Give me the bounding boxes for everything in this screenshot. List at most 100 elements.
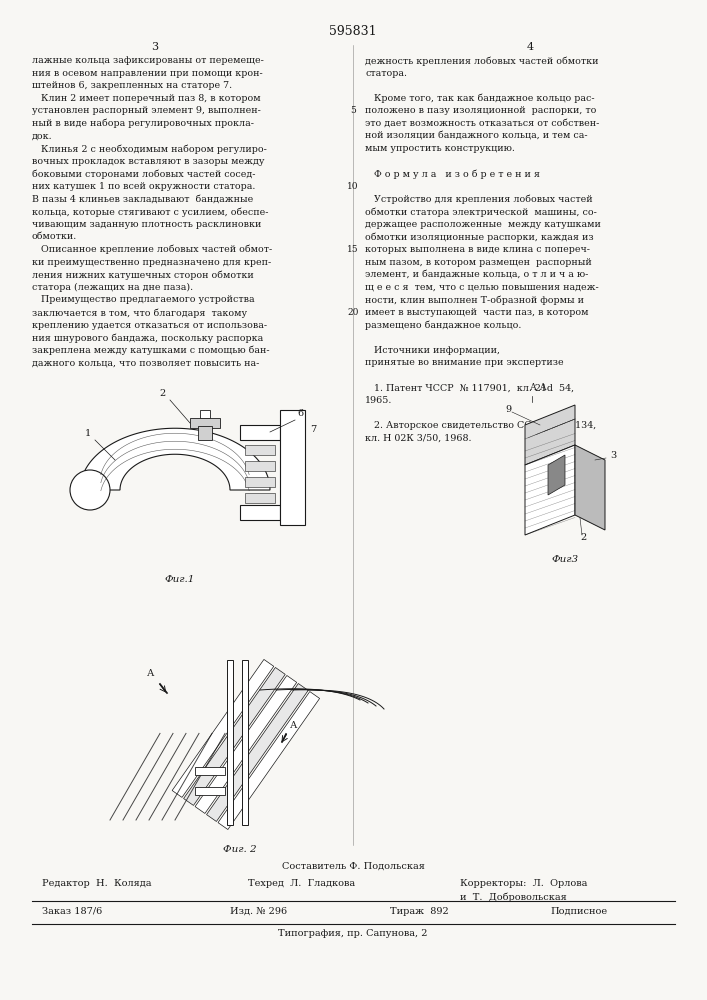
Text: Клин 2 имеет поперечный паз 8, в котором: Клин 2 имеет поперечный паз 8, в котором <box>32 94 261 103</box>
Text: 1965.: 1965. <box>365 396 392 405</box>
Text: 2. Авторское свидетельство СССР №221134,: 2. Авторское свидетельство СССР №221134, <box>365 421 596 430</box>
Bar <box>227 660 233 825</box>
Polygon shape <box>575 445 605 530</box>
Text: 2: 2 <box>580 533 586 542</box>
Text: 10: 10 <box>347 182 358 191</box>
Text: ной изоляции бандажного кольца, и тем са-: ной изоляции бандажного кольца, и тем са… <box>365 132 588 141</box>
Bar <box>190 418 220 428</box>
Text: положено в пазу изоляционной  распорки, то: положено в пазу изоляционной распорки, т… <box>365 106 597 115</box>
Bar <box>245 461 275 471</box>
Text: 2: 2 <box>160 389 166 398</box>
Polygon shape <box>548 455 565 495</box>
Polygon shape <box>80 428 270 490</box>
Polygon shape <box>218 692 320 830</box>
Text: штейнов 6, закрепленных на статоре 7.: штейнов 6, закрепленных на статоре 7. <box>32 81 232 90</box>
Text: Кроме того, так как бандажное кольцо рас-: Кроме того, так как бандажное кольцо рас… <box>365 94 595 103</box>
Text: Заказ 187/6: Заказ 187/6 <box>42 907 103 916</box>
Text: Редактор  Н.  Коляда: Редактор Н. Коляда <box>42 879 151 888</box>
Text: ки преимущественно предназначено для креп-: ки преимущественно предназначено для кре… <box>32 258 271 267</box>
Text: 3: 3 <box>151 42 158 52</box>
Text: принятые во внимание при экспертизе: принятые во внимание при экспертизе <box>365 358 563 367</box>
Text: Устройство для крепления лобовых частей: Устройство для крепления лобовых частей <box>365 195 592 204</box>
Text: держащее расположенные  между катушками: держащее расположенные между катушками <box>365 220 601 229</box>
Bar <box>245 493 275 503</box>
Text: боковыми сторонами лобовых частей сосед-: боковыми сторонами лобовых частей сосед- <box>32 169 255 179</box>
Text: В пазы 4 клиньев закладывают  бандажные: В пазы 4 клиньев закладывают бандажные <box>32 195 253 204</box>
Text: Изд. № 296: Изд. № 296 <box>230 907 287 916</box>
Polygon shape <box>184 667 285 805</box>
Text: лажные кольца зафиксированы от перемеще-: лажные кольца зафиксированы от перемеще- <box>32 56 264 65</box>
Text: креплению удается отказаться от использова-: креплению удается отказаться от использо… <box>32 321 267 330</box>
Text: Тираж  892: Тираж 892 <box>390 907 449 916</box>
Text: 1: 1 <box>85 429 91 438</box>
Polygon shape <box>172 659 274 797</box>
Text: Фиг.1: Фиг.1 <box>165 575 195 584</box>
Text: ления нижних катушечных сторон обмотки: ления нижних катушечных сторон обмотки <box>32 270 254 280</box>
Text: заключается в том, что благодаря  такому: заключается в том, что благодаря такому <box>32 308 247 318</box>
Circle shape <box>70 470 110 510</box>
Text: Составитель Ф. Подольская: Составитель Ф. Подольская <box>281 862 424 871</box>
Text: них катушек 1 по всей окружности статора.: них катушек 1 по всей окружности статора… <box>32 182 255 191</box>
Text: 6: 6 <box>297 409 303 418</box>
Text: Типография, пр. Сапунова, 2: Типография, пр. Сапунова, 2 <box>279 929 428 938</box>
Text: дажного кольца, что позволяет повысить на-: дажного кольца, что позволяет повысить н… <box>32 358 259 367</box>
Text: А: А <box>146 669 154 678</box>
Text: Фиг3: Фиг3 <box>551 555 578 564</box>
Text: чивающим заданную плотность расклиновки: чивающим заданную плотность расклиновки <box>32 220 262 229</box>
Text: 20: 20 <box>347 308 358 317</box>
Text: 15: 15 <box>347 245 359 254</box>
Text: Техред  Л.  Гладкова: Техред Л. Гладкова <box>248 879 355 888</box>
Text: установлен распорный элемент 9, выполнен-: установлен распорный элемент 9, выполнен… <box>32 106 261 115</box>
Text: вочных прокладок вставляют в зазоры между: вочных прокладок вставляют в зазоры межд… <box>32 157 264 166</box>
Text: 595831: 595831 <box>329 25 377 38</box>
Text: Клинья 2 с необходимым набором регулиро-: Клинья 2 с необходимым набором регулиро- <box>32 144 267 154</box>
Text: имеет в выступающей  части паз, в котором: имеет в выступающей части паз, в котором <box>365 308 588 317</box>
Text: 1. Патент ЧССР  № 117901,  кл. 21d  54,: 1. Патент ЧССР № 117901, кл. 21d 54, <box>365 384 574 393</box>
Bar <box>245 477 275 487</box>
Text: 7: 7 <box>310 426 316 434</box>
Text: мым упростить конструкцию.: мым упростить конструкцию. <box>365 144 515 153</box>
Text: ния шнурового бандажа, поскольку распорка: ния шнурового бандажа, поскольку распорк… <box>32 333 263 343</box>
Text: дежность крепления лобовых частей обмотки: дежность крепления лобовых частей обмотк… <box>365 56 599 66</box>
Bar <box>240 505 280 520</box>
Text: которых выполнена в виде клина с попереч-: которых выполнена в виде клина с попереч… <box>365 245 590 254</box>
Bar <box>195 787 225 795</box>
Text: закреплена между катушками с помощью бан-: закреплена между катушками с помощью бан… <box>32 346 269 355</box>
Text: 3: 3 <box>610 451 617 460</box>
Polygon shape <box>525 405 575 465</box>
Text: Подписное: Подписное <box>550 907 607 916</box>
Text: размещено бандажное кольцо.: размещено бандажное кольцо. <box>365 321 521 330</box>
Text: кольца, которые стягивают с усилием, обеспе-: кольца, которые стягивают с усилием, обе… <box>32 207 269 217</box>
Polygon shape <box>206 684 308 821</box>
Text: Преимущество предлагаемого устройства: Преимущество предлагаемого устройства <box>32 295 255 304</box>
Text: обмотки статора электрической  машины, со-: обмотки статора электрической машины, со… <box>365 207 597 217</box>
Text: 5: 5 <box>350 106 356 115</box>
Text: Корректоры:  Л.  Орлова: Корректоры: Л. Орлова <box>460 879 588 888</box>
Bar <box>198 426 212 440</box>
Text: это дает возможность отказаться от собствен-: это дает возможность отказаться от собст… <box>365 119 600 128</box>
Bar <box>240 425 280 440</box>
Text: элемент, и бандажные кольца, о т л и ч а ю-: элемент, и бандажные кольца, о т л и ч а… <box>365 270 588 279</box>
Text: и  Т.  Добровольская: и Т. Добровольская <box>460 892 567 902</box>
Text: Фиг. 2: Фиг. 2 <box>223 845 257 854</box>
Text: ния в осевом направлении при помощи крон-: ния в осевом направлении при помощи крон… <box>32 69 263 78</box>
Polygon shape <box>195 675 297 813</box>
Bar <box>242 660 248 825</box>
Bar <box>200 410 210 418</box>
Text: А А: А А <box>530 383 547 392</box>
Text: Источники информации,: Источники информации, <box>365 346 500 355</box>
Polygon shape <box>525 445 575 535</box>
Text: 4: 4 <box>527 42 534 52</box>
Text: статора.: статора. <box>365 69 407 78</box>
Text: щ е е с я  тем, что с целью повышения надеж-: щ е е с я тем, что с целью повышения над… <box>365 283 599 292</box>
Text: Описанное крепление лобовых частей обмот-: Описанное крепление лобовых частей обмот… <box>32 245 272 254</box>
Bar <box>195 767 225 775</box>
Text: Ф о р м у л а   и з о б р е т е н и я: Ф о р м у л а и з о б р е т е н и я <box>365 169 540 179</box>
Text: А: А <box>290 721 298 730</box>
Text: ным пазом, в котором размещен  распорный: ным пазом, в котором размещен распорный <box>365 258 592 267</box>
Text: кл. Н 02К 3/50, 1968.: кл. Н 02К 3/50, 1968. <box>365 434 472 443</box>
Text: обмотки.: обмотки. <box>32 232 77 241</box>
Text: ности, клин выполнен Т-образной формы и: ности, клин выполнен Т-образной формы и <box>365 295 584 305</box>
Text: ный в виде набора регулировочных прокла-: ный в виде набора регулировочных прокла- <box>32 119 254 128</box>
Bar <box>245 445 275 455</box>
